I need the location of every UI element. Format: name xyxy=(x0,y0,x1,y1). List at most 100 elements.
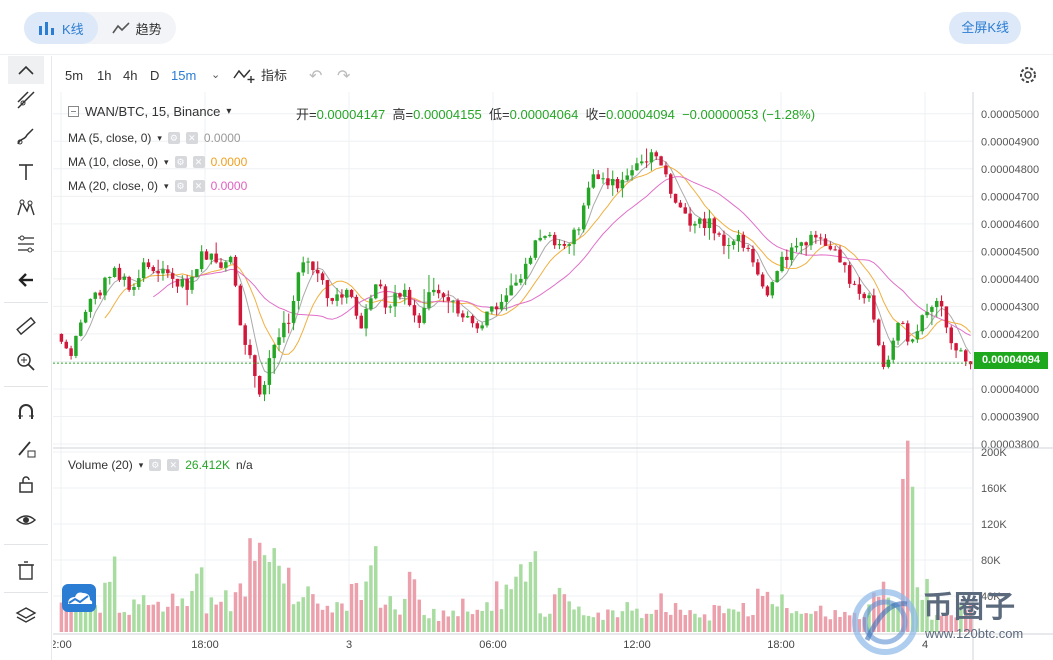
chevron-down-icon[interactable]: ▾ xyxy=(226,106,232,117)
brush-icon xyxy=(17,128,34,145)
cursor-tool[interactable] xyxy=(8,56,44,84)
volume-bar xyxy=(741,603,746,632)
timeframe-d[interactable]: D xyxy=(150,68,160,83)
volume-bar xyxy=(311,594,315,632)
redo-icon[interactable]: ↷ xyxy=(337,68,351,85)
settings-icon[interactable]: ⚙ xyxy=(174,180,187,192)
indicators-button[interactable]: 指标 xyxy=(233,65,287,84)
close-icon[interactable]: ✕ xyxy=(167,459,180,471)
candle-body xyxy=(301,262,305,273)
lock-drawing-tool[interactable] xyxy=(8,434,44,462)
candle-body xyxy=(528,257,533,264)
drawing-toolbar xyxy=(0,56,52,660)
settings-icon[interactable]: ⚙ xyxy=(149,459,162,471)
candlestick-icon xyxy=(39,22,54,35)
volume-bar xyxy=(722,613,726,632)
pattern-tool[interactable] xyxy=(8,194,44,222)
timeframe-4h[interactable]: 4h xyxy=(123,68,138,83)
chevron-down-icon[interactable]: ▾ xyxy=(138,459,144,470)
zoom-tool[interactable] xyxy=(8,348,44,376)
collapse-icon[interactable] xyxy=(68,106,79,117)
candle-body xyxy=(79,322,83,336)
timeframe-5m[interactable]: 5m xyxy=(65,68,84,83)
volume-bar xyxy=(664,612,668,632)
y-tick-label: 0.00004300 xyxy=(981,301,1039,313)
candle-body xyxy=(427,292,431,308)
close-icon[interactable]: ✕ xyxy=(185,132,198,144)
volume-tick-label: 200K xyxy=(981,447,1007,459)
eye-icon xyxy=(15,515,37,525)
tab-kline[interactable]: K线 xyxy=(24,12,98,44)
symbol-title[interactable]: WAN/BTC, 15, Binance xyxy=(85,104,221,119)
chevron-down-icon[interactable]: ▾ xyxy=(164,180,169,191)
close-icon[interactable]: ✕ xyxy=(192,180,205,192)
ma5-legend[interactable]: MA (5, close, 0) ▾ ⚙ ✕ 0.0000 xyxy=(68,131,241,145)
candle-body xyxy=(103,277,107,296)
volume-bar xyxy=(760,596,765,632)
volume-bar xyxy=(470,614,475,632)
timeframe-1h[interactable]: 1h xyxy=(97,68,112,83)
price-chart[interactable]: 0.00005000 0.00004900 0.00004800 0.00004700… xyxy=(53,92,1053,660)
candle-body xyxy=(896,322,900,341)
candle-body xyxy=(891,340,895,360)
volume-bar xyxy=(968,603,973,632)
volume-bar xyxy=(818,605,823,632)
magnet-tool[interactable] xyxy=(8,398,44,426)
ma10-legend[interactable]: MA (10, close, 0) ▾ ⚙ ✕ 0.0000 xyxy=(68,155,247,169)
trash-icon xyxy=(18,561,34,580)
gear-icon[interactable] xyxy=(1017,64,1039,86)
high-value: 0.00004155 xyxy=(413,107,482,122)
candle-body xyxy=(620,179,625,189)
volume-bar xyxy=(330,612,334,632)
ruler-tool[interactable] xyxy=(8,312,44,340)
tab-trend[interactable]: 趋势 xyxy=(98,12,176,44)
candle-body xyxy=(98,292,102,296)
text-tool[interactable] xyxy=(8,158,44,186)
volume-bar xyxy=(606,609,610,632)
volume-bar xyxy=(141,595,146,632)
chevron-down-icon[interactable]: ▾ xyxy=(157,132,162,143)
fib-tool[interactable] xyxy=(8,230,44,258)
volume-bar xyxy=(712,605,717,632)
trendline-tool[interactable] xyxy=(8,86,44,114)
layers-tool[interactable] xyxy=(8,602,44,630)
lock-tool[interactable] xyxy=(8,470,44,498)
volume-bar xyxy=(944,615,949,632)
volume-bar xyxy=(161,611,165,632)
volume-bar xyxy=(630,610,634,632)
y-tick-label: 0.00004200 xyxy=(981,329,1039,341)
volume-bar xyxy=(441,610,446,632)
close-icon[interactable]: ✕ xyxy=(192,156,205,168)
settings-icon[interactable]: ⚙ xyxy=(174,156,187,168)
candle-body xyxy=(775,271,779,283)
ma20-legend[interactable]: MA (20, close, 0) ▾ ⚙ ✕ 0.0000 xyxy=(68,179,247,193)
volume-bar xyxy=(625,602,629,632)
cloud-logo-icon xyxy=(62,584,96,612)
close-value: 0.00004094 xyxy=(606,107,675,122)
fullscreen-kline-button[interactable]: 全屏K线 xyxy=(949,12,1021,44)
delete-tool[interactable] xyxy=(8,556,44,584)
back-tool[interactable] xyxy=(8,266,44,294)
volume-bar xyxy=(891,602,895,632)
candle-body xyxy=(267,358,272,385)
candle-body xyxy=(717,233,721,235)
volume-bar xyxy=(465,611,470,632)
volume-bar xyxy=(378,607,383,632)
candle-body xyxy=(823,238,828,246)
timeframe-dropdown-icon[interactable]: ⌄ xyxy=(211,69,221,81)
visibility-tool[interactable] xyxy=(8,506,44,534)
undo-icon[interactable]: ↶ xyxy=(309,68,323,85)
volume-bar xyxy=(857,619,862,632)
brush-tool[interactable] xyxy=(8,122,44,150)
x-tick-label: 06:00 xyxy=(479,639,507,651)
volume-value: 26.412K xyxy=(185,458,230,472)
candle-body xyxy=(161,269,165,274)
settings-icon[interactable]: ⚙ xyxy=(167,132,180,144)
volume-legend[interactable]: Volume (20) ▾ ⚙ ✕ 26.412K n/a xyxy=(68,458,253,472)
chevron-down-icon[interactable]: ▾ xyxy=(164,156,169,167)
candle-body xyxy=(83,311,88,323)
tab-kline-label: K线 xyxy=(62,21,84,37)
candle-body xyxy=(543,236,547,238)
timeframe-15m[interactable]: 15m xyxy=(171,68,197,83)
candle-body xyxy=(349,289,354,297)
